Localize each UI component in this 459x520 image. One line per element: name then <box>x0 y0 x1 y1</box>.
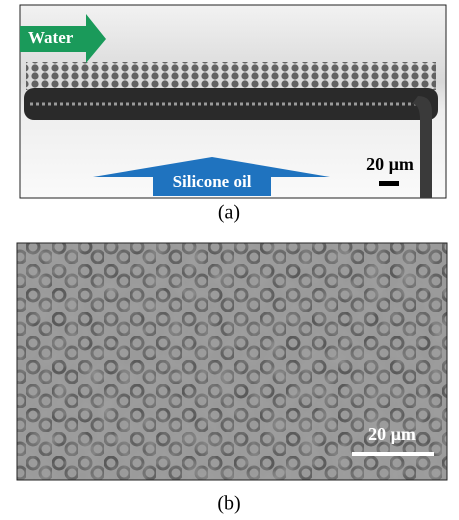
figure-svg: Water Silicone oil 20 µm (a) 20 µm (b) <box>0 0 459 520</box>
panel-label: (b) <box>217 493 240 515</box>
scale-bar-label: 20 µm <box>366 154 414 174</box>
panel-b: 20 µm <box>17 243 447 480</box>
scale-bar <box>379 181 399 186</box>
panel-a: Water Silicone oil 20 µm <box>20 5 446 198</box>
oil-label: Silicone oil <box>173 172 252 191</box>
water-label: Water <box>28 28 74 47</box>
scale-bar-label: 20 µm <box>368 424 416 444</box>
figure: Water Silicone oil 20 µm (a) 20 µm (b) <box>0 0 459 520</box>
noise-texture <box>17 243 447 480</box>
scale-bar <box>352 452 434 456</box>
droplet-cloud <box>26 62 436 90</box>
panel-label: (a) <box>218 202 240 224</box>
